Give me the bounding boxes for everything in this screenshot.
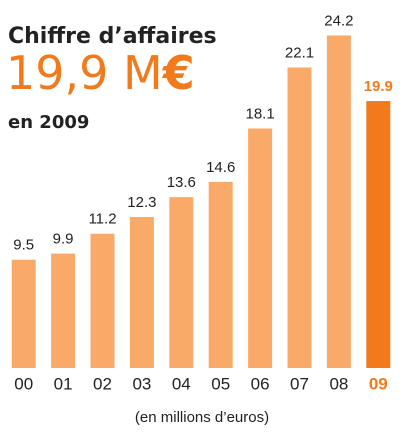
x-axis-label: (en millions d’euros) — [135, 409, 269, 426]
bar — [326, 35, 351, 368]
bar — [169, 197, 194, 368]
x-tick-label: 05 — [211, 374, 230, 393]
headline-value: 19,9 M — [6, 46, 163, 100]
value-label: 22.1 — [285, 44, 314, 61]
value-label: 19.9 — [364, 78, 393, 95]
headline-unit: € — [162, 46, 195, 100]
x-tick-label: 09 — [369, 374, 388, 393]
chart-title: Chiffre d’affaires — [8, 24, 217, 49]
value-label: 24.2 — [324, 12, 353, 29]
x-tick-label: 01 — [54, 374, 73, 393]
value-label: 9.9 — [53, 231, 74, 248]
bar — [11, 259, 36, 368]
bar — [248, 128, 273, 368]
value-label: 18.1 — [245, 105, 274, 122]
x-tick-label: 00 — [14, 374, 33, 393]
subtitle: en 2009 — [8, 112, 89, 133]
x-tick-label: 03 — [132, 374, 151, 393]
x-tick-label: 02 — [93, 374, 112, 393]
headline: 19,9 M€ — [6, 46, 195, 100]
x-tick-label: 07 — [290, 374, 309, 393]
value-label: 11.2 — [88, 211, 116, 228]
value-label: 13.6 — [167, 174, 196, 191]
value-label: 14.6 — [206, 159, 235, 176]
x-tick-label: 06 — [251, 374, 270, 393]
bar — [51, 253, 76, 368]
x-tick-label: 04 — [172, 374, 191, 393]
bar — [90, 233, 115, 368]
value-label: 12.3 — [127, 194, 156, 211]
bar — [287, 67, 312, 369]
bar — [129, 216, 154, 368]
value-label: 9.5 — [13, 237, 34, 254]
x-tick-label: 08 — [329, 374, 348, 393]
bar — [208, 181, 233, 368]
bar — [366, 101, 391, 369]
